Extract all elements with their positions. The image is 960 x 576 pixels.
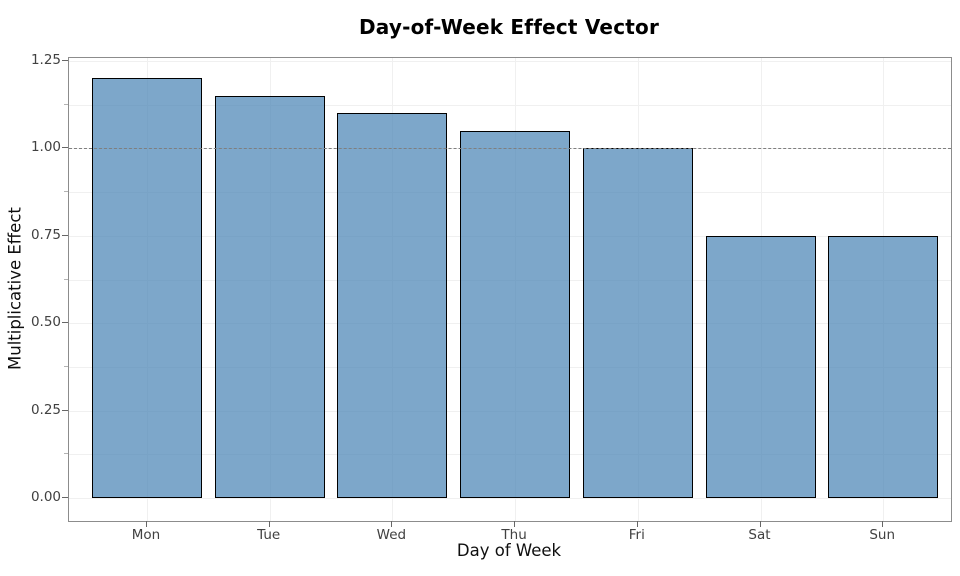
- reference-line: [69, 148, 951, 150]
- y-tick-mark: [62, 60, 68, 61]
- bar-wed: [337, 113, 448, 498]
- y-tick-mark: [62, 234, 68, 236]
- x-tick-mark: [146, 521, 147, 527]
- y-tick-mark: [62, 409, 68, 411]
- y-minor-tick-mark: [64, 191, 68, 193]
- x-axis-label: Day of Week: [456, 541, 562, 560]
- x-tick-mark: [268, 521, 270, 527]
- x-tick-label: Tue: [257, 527, 281, 543]
- y-tick-mark: [62, 322, 68, 324]
- x-tick-mark: [759, 521, 761, 527]
- x-tick-label: Mon: [131, 527, 161, 543]
- y-tick-label: 1.25: [30, 52, 61, 68]
- bar-tue: [214, 95, 325, 498]
- y-tick-label: 0.50: [30, 314, 61, 331]
- y-tick-label: 0.00: [30, 489, 61, 505]
- bar-mon: [92, 78, 202, 498]
- x-tick-label: Fri: [628, 527, 645, 543]
- plot-area: [68, 57, 952, 522]
- bar-thu: [460, 130, 571, 498]
- x-tick-label: Sat: [748, 527, 771, 543]
- h-gridline: [69, 61, 951, 62]
- y-minor-tick-mark: [64, 103, 68, 105]
- y-minor-tick-mark: [64, 453, 68, 455]
- x-tick-label: Sun: [869, 527, 896, 543]
- x-tick-mark: [882, 521, 884, 527]
- y-tick-mark: [62, 497, 68, 498]
- y-tick-mark: [62, 147, 68, 149]
- bar-sun: [828, 235, 939, 498]
- h-gridline: [69, 104, 951, 106]
- chart-title: Day-of-Week Effect Vector: [358, 15, 660, 39]
- y-minor-tick-mark: [64, 365, 68, 367]
- x-tick-mark: [636, 521, 638, 527]
- x-tick-label: Thu: [501, 527, 527, 543]
- bar-fri: [582, 148, 693, 498]
- x-tick-mark: [391, 521, 393, 527]
- y-tick-label: 0.75: [30, 226, 61, 243]
- y-minor-tick-mark: [64, 278, 68, 280]
- bar-sat: [705, 235, 816, 498]
- y-tick-label: 0.25: [30, 401, 61, 418]
- x-tick-label: Wed: [376, 527, 407, 543]
- x-tick-mark: [514, 521, 516, 527]
- h-gridline: [69, 498, 951, 499]
- y-axis-label: Multiplicative Effect: [5, 207, 25, 370]
- y-tick-label: 1.00: [30, 139, 61, 156]
